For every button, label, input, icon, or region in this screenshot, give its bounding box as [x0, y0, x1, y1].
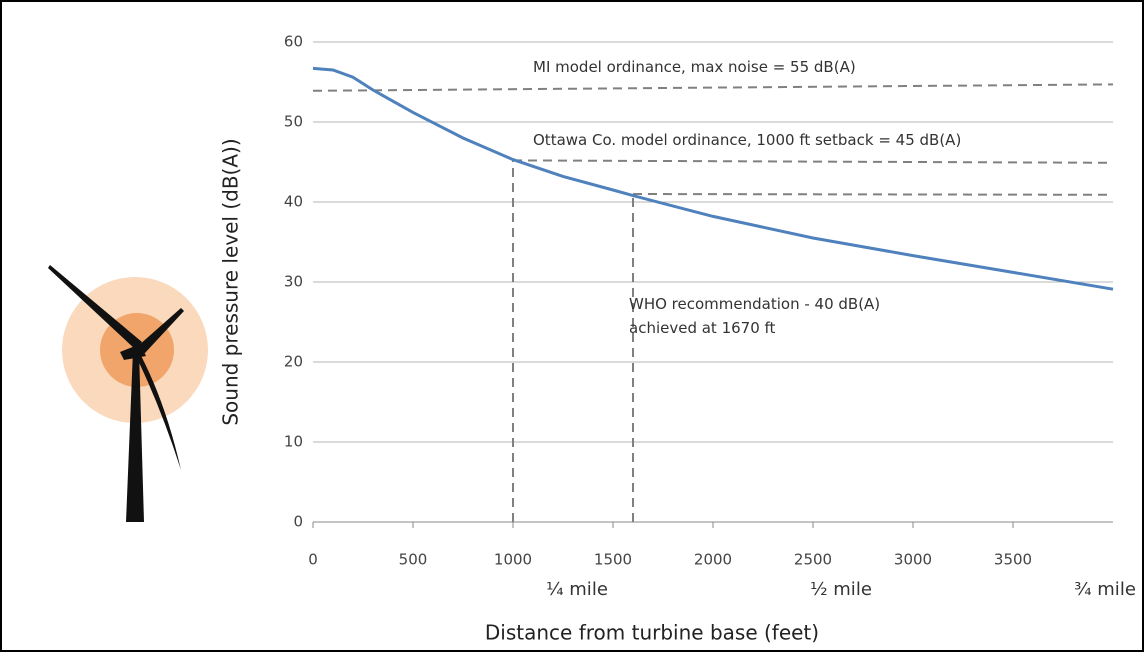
annotation: WHO recommendation - 40 dB(A) [629, 295, 880, 313]
y-tick-label: 60 [284, 33, 303, 51]
annotation: MI model ordinance, max noise = 55 dB(A) [533, 58, 856, 76]
reference-line [312, 83, 1114, 92]
annotation: Ottawa Co. model ordinance, 1000 ft setb… [533, 131, 961, 149]
x-tick-label: 500 [399, 551, 428, 569]
y-tick-label: 10 [284, 433, 303, 451]
mile-label: ¼ mile [546, 579, 608, 600]
mile-label: ½ mile [810, 579, 872, 600]
y-tick-label: 30 [284, 273, 303, 291]
x-tick-label: 2500 [794, 551, 832, 569]
x-tick-label: 3500 [994, 551, 1032, 569]
mile-label: ¾ mile [1074, 579, 1136, 600]
x-tick-label: 1500 [594, 551, 632, 569]
x-tick-label: 2000 [694, 551, 732, 569]
y-tick-label: 40 [284, 193, 303, 211]
y-tick-label: 20 [284, 353, 303, 371]
reference-line [512, 159, 1114, 164]
annotation: achieved at 1670 ft [629, 319, 776, 337]
y-axis-label: Sound pressure level (dB(A)) [219, 138, 243, 425]
turbine-illustration [48, 265, 208, 522]
data-line [312, 66, 1114, 291]
y-tick-label: 0 [293, 513, 303, 531]
x-tick-label: 3000 [894, 551, 932, 569]
y-tick-label: 50 [284, 113, 303, 131]
x-tick-label: 1000 [494, 551, 532, 569]
x-axis-label: Distance from turbine base (feet) [485, 621, 819, 645]
reference-line [632, 193, 1114, 196]
x-tick-label: 0 [308, 551, 318, 569]
